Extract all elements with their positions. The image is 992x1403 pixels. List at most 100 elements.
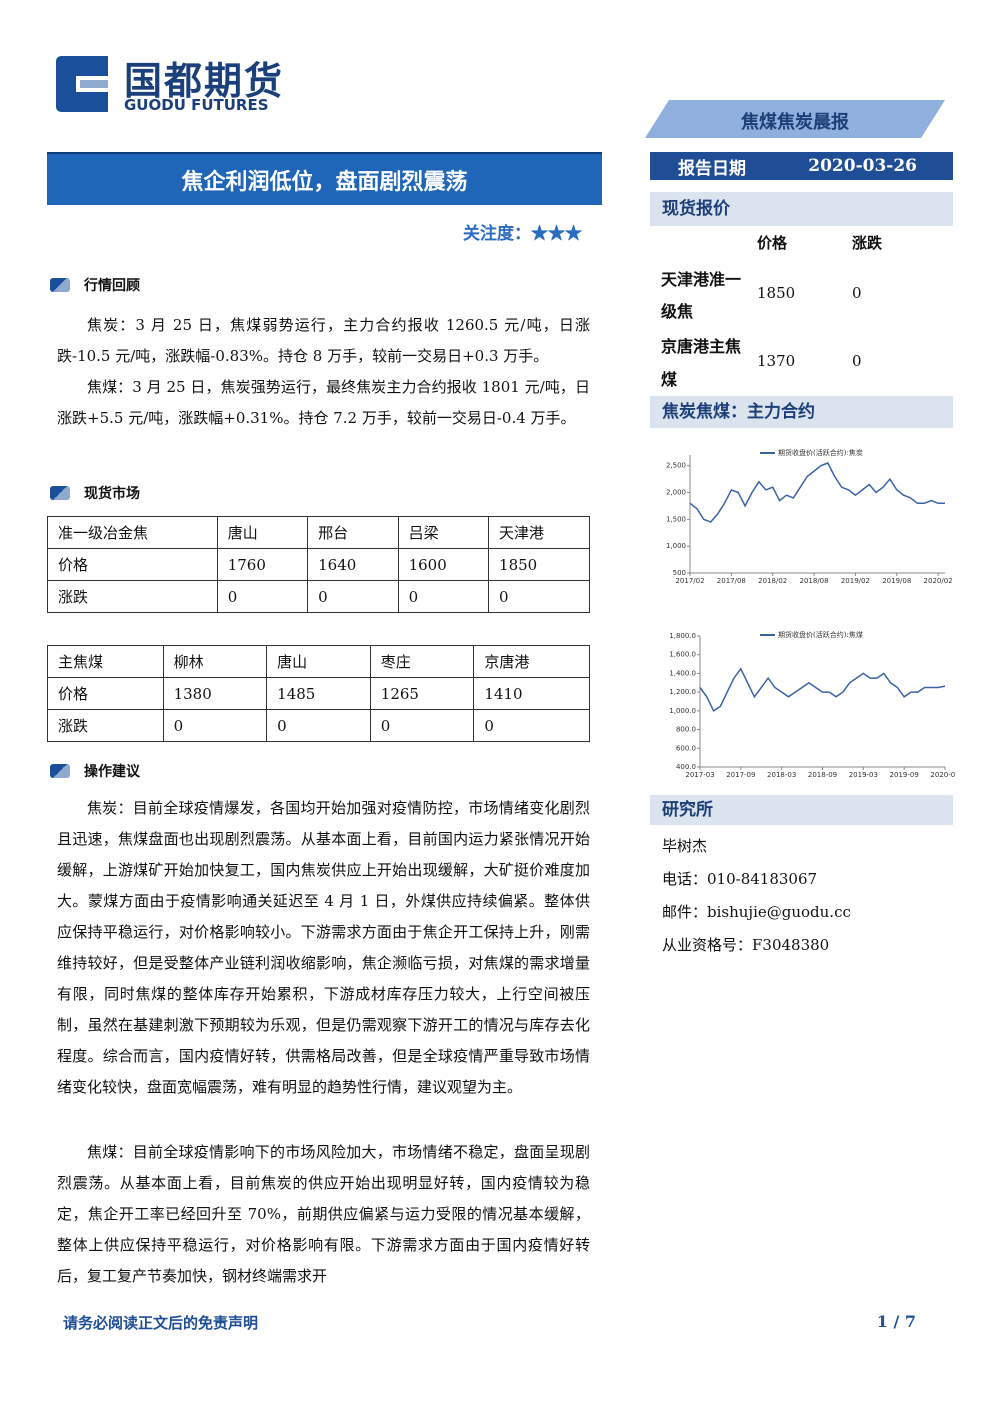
paragraph: 焦煤：3 月 25 日，焦炭强势运行，最终焦炭主力合约报收 1801 元/吨，日… — [57, 378, 590, 427]
y-tick-label: 1,500 — [666, 515, 686, 523]
date: 2020-03-26 — [808, 156, 917, 176]
table-cell: 涨跌 — [47, 580, 218, 613]
table-cell: 0 — [473, 709, 590, 742]
chart: 400.0 600.0 800.0 1,000.0 1,200.0 1,400.0 1,60… — [669, 630, 955, 779]
y-tick-label: 1,000 — [666, 542, 686, 550]
y-tick-label: 2,500 — [666, 462, 686, 470]
table-cell: 柳林 — [162, 645, 268, 678]
y-tick-label: 2,000 — [666, 489, 686, 497]
table-cell: 准一级冶金焦 — [47, 516, 218, 549]
x-tick-label: 2018-03 — [767, 771, 796, 779]
x-tick-label: 2019-09 — [890, 771, 919, 779]
title: 焦企利润低位，盘面剧烈震荡 — [181, 168, 468, 195]
side-heading: 现货报价 — [650, 192, 953, 226]
table-cell: 价格 — [47, 548, 218, 581]
title-bar: 焦企利润低位，盘面剧烈震荡 — [47, 152, 602, 205]
table-cell: 0 — [307, 580, 399, 613]
logo-cn: 国都期货 — [124, 59, 285, 103]
spot-table: 准一级冶金焦 唐山 邢台 吕梁 天津港 价格 1760 1640 1600 1850 涨跌 0 0 0 0 — [47, 516, 590, 613]
x-tick-label: 2018-09 — [808, 771, 837, 779]
date-label: 报告日期 — [678, 158, 746, 179]
table-cell: 1265 — [369, 677, 475, 710]
table-cell: 涨跌 — [47, 709, 164, 742]
paragraph: 焦煤：目前全球疫情影响下的市场风险加大，市场情绪不稳定，盘面呈现剧烈震荡。从基本… — [57, 1143, 590, 1285]
side-heading: 焦炭焦煤：主力合约 — [650, 396, 953, 428]
col-header: 涨跌 — [852, 234, 883, 252]
table-cell: 1410 — [473, 677, 590, 710]
spot-table: 主焦煤 柳林 唐山 枣庄 京唐港 价格 1380 1485 1265 1410 涨跌 0 0 0 0 — [47, 645, 590, 742]
side-heading: 研究所 — [650, 795, 953, 825]
section-heading: 现货市场 — [50, 483, 140, 503]
x-tick-label: 2017-09 — [726, 771, 755, 779]
table-cell: 1485 — [266, 677, 371, 710]
date-bar: 报告日期 2020-03-26 — [650, 152, 953, 180]
y-tick-label: 1,400.0 — [669, 669, 696, 677]
contact: 电话：010-84183067 — [662, 870, 818, 888]
heading: 行情回顾 — [84, 278, 140, 294]
y-tick-label: 500 — [673, 569, 686, 577]
table-cell: 枣庄 — [369, 645, 475, 678]
table-cell: 唐山 — [266, 645, 371, 678]
spot-name: 京唐港主焦煤 — [661, 337, 742, 389]
table-cell: 价格 — [47, 677, 164, 710]
x-tick-label: 2020-03 — [930, 771, 955, 779]
heading: 现货市场 — [84, 486, 140, 502]
legend-label: 期货收盘价(活跃合约):焦煤 — [778, 630, 863, 639]
table-cell: 天津港 — [488, 516, 590, 549]
x-tick-label: 2020/02 — [924, 577, 953, 585]
report-type: 焦煤焦炭晨报 — [741, 112, 849, 133]
table-row: 准一级冶金焦 唐山 邢台 吕梁 天津港 — [47, 516, 590, 549]
table-cell: 唐山 — [216, 516, 309, 549]
table-cell: 0 — [266, 709, 371, 742]
x-tick-label: 2018/02 — [758, 577, 787, 585]
spot-change: 0 — [852, 284, 862, 302]
table-cell: 0 — [216, 580, 309, 613]
table-row: 涨跌 0 0 0 0 — [47, 580, 590, 613]
y-tick-label: 1,200.0 — [669, 688, 696, 696]
chart: 500 1,000 1,500 2,000 2,500 2017/02 2017/08 201… — [666, 448, 953, 585]
x-tick-label: 2018/08 — [800, 577, 829, 585]
col-header: 价格 — [757, 234, 788, 252]
contact: 从业资格号：F3048380 — [662, 936, 830, 954]
table-cell: 1640 — [307, 548, 399, 581]
logo-en: GUODU FUTURES — [124, 96, 269, 114]
attention: 关注度：★★★ — [463, 224, 582, 244]
table-cell: 1600 — [397, 548, 490, 581]
y-tick-label: 800.0 — [676, 726, 696, 734]
x-tick-label: 2017-03 — [685, 771, 714, 779]
table-cell: 0 — [369, 709, 475, 742]
y-tick-label: 1,000.0 — [669, 707, 696, 715]
table-cell: 邢台 — [307, 516, 399, 549]
table-cell: 1850 — [488, 548, 590, 581]
table-cell: 0 — [397, 580, 490, 613]
line — [689, 462, 945, 523]
line — [699, 667, 946, 713]
table-cell: 0 — [488, 580, 590, 613]
contact: 毕树杰 — [662, 837, 708, 855]
contacts: 毕树杰 电话：010-84183067 邮件：bishujie@guodu.cc… — [662, 830, 851, 962]
y-tick-label: 600.0 — [676, 744, 696, 752]
x-tick-label: 2019/08 — [882, 577, 911, 585]
y-tick-label: 1,800.0 — [669, 632, 696, 640]
contact: 邮件：bishujie@guodu.cc — [662, 903, 851, 921]
table-row: 价格 1380 1485 1265 1410 — [47, 677, 590, 710]
spot-price: 1850 — [757, 284, 796, 302]
heading: 操作建议 — [84, 764, 140, 780]
x-tick-label: 2019/02 — [841, 577, 870, 585]
table-row: 涨跌 0 0 0 0 — [47, 709, 590, 742]
table-cell: 1760 — [216, 548, 309, 581]
spot-name: 天津港准一级焦 — [661, 270, 742, 321]
report-banner — [645, 100, 945, 138]
table-row: 价格 1760 1640 1600 1850 — [47, 548, 590, 581]
legend-label: 期货收盘价(活跃合约):焦炭 — [778, 448, 863, 457]
table-row: 主焦煤 柳林 唐山 枣庄 京唐港 — [47, 645, 590, 678]
x-tick-label: 2017/08 — [717, 577, 746, 585]
spot-price: 1370 — [757, 352, 796, 370]
section-heading: 操作建议 — [50, 761, 140, 781]
x-tick-label: 2019-03 — [849, 771, 878, 779]
y-tick-label: 400.0 — [676, 763, 696, 771]
logo-mark — [56, 56, 108, 112]
y-tick-label: 1,600.0 — [669, 651, 696, 659]
page-number: 1 / 7 — [876, 1312, 916, 1331]
